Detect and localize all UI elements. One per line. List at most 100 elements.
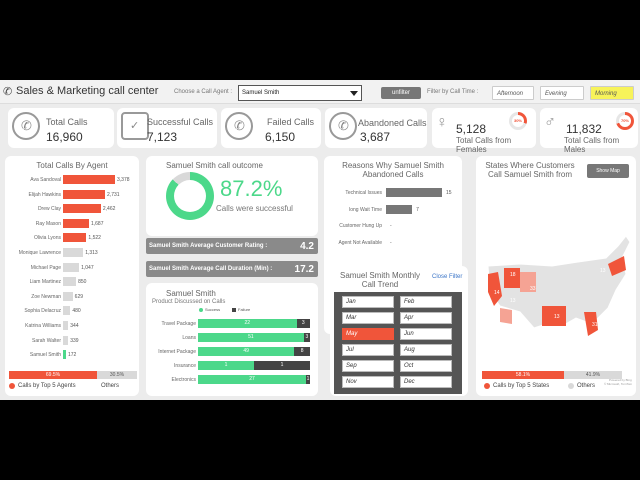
agent-value: 1,687 xyxy=(90,220,104,227)
time-option-evening[interactable]: Evening xyxy=(540,86,584,100)
kpi-female-calls: ♀ 5,128 Total Calls from Females 30% xyxy=(432,108,536,154)
agent-name: Sophia Delacruz xyxy=(24,308,61,315)
agent-value: 1,313 xyxy=(85,250,98,256)
rating-band: Samuel Smith Average Customer Rating : 4… xyxy=(146,238,318,254)
agent-bar[interactable] xyxy=(63,189,106,199)
legend-top-dot xyxy=(484,383,490,389)
agent-select[interactable]: Samuel Smith xyxy=(238,85,362,101)
reason-name: Customer Hung Up xyxy=(339,223,382,229)
product-failure-bar[interactable]: 3 xyxy=(296,319,310,328)
month-may-button[interactable]: May xyxy=(342,328,394,340)
product-success-bar[interactable]: 27 xyxy=(198,375,306,384)
reason-name: Technical Issues xyxy=(345,190,382,196)
show-map-button[interactable]: Show Map xyxy=(587,164,629,178)
month-aug-button[interactable]: Aug xyxy=(400,344,452,356)
month-dec-button[interactable]: Dec xyxy=(400,376,452,388)
outcome-title: Samuel Smith call outcome xyxy=(166,161,263,170)
phone-icon: ✆ xyxy=(12,112,40,140)
agent-value: 344 xyxy=(70,323,79,329)
product-success-bar[interactable]: 22 xyxy=(198,319,297,328)
products-subtitle: Product Discussed on Calls xyxy=(152,299,226,305)
product-name: Insurance xyxy=(174,363,196,369)
close-filter-link[interactable]: Close Filter xyxy=(432,274,463,280)
time-filter-label: Filter by Call Time : xyxy=(427,89,479,95)
month-oct-button[interactable]: Oct xyxy=(400,360,452,372)
phone-icon: ✆ xyxy=(225,112,253,140)
agent-bar[interactable] xyxy=(63,262,80,272)
legend-success: Success xyxy=(205,307,221,312)
month-jan-button[interactable]: Jan xyxy=(342,296,394,308)
product-failure-bar[interactable]: 1 xyxy=(306,375,310,384)
agent-name: Samuel Smith xyxy=(29,352,61,359)
month-jun-button[interactable]: Jun xyxy=(400,328,452,340)
agent-bar[interactable] xyxy=(63,306,71,316)
state-count-label: 14 xyxy=(494,290,500,296)
agent-bar[interactable] xyxy=(63,335,69,345)
month-apr-button[interactable]: Apr xyxy=(400,312,452,324)
state-count-label: 33 xyxy=(530,286,536,292)
chevron-down-icon[interactable] xyxy=(350,91,358,96)
agent-name: Monique Lawrence xyxy=(18,250,61,256)
time-option-afternoon[interactable]: Afternoon xyxy=(492,86,534,100)
agent-name: Katrina Williams xyxy=(25,323,61,329)
time-option-morning[interactable]: Morning xyxy=(590,86,634,100)
product-failure-bar[interactable]: 3 xyxy=(303,333,310,342)
agent-name: Ava Sandoval xyxy=(30,177,61,183)
states-title: States Where Customers Call Samuel Smith… xyxy=(485,161,575,179)
agent-value: 480 xyxy=(72,308,81,315)
kpi-value: 6,150 xyxy=(265,130,296,144)
state-highlight xyxy=(520,272,536,292)
agent-bar[interactable] xyxy=(63,248,84,257)
state-highlight xyxy=(488,272,502,306)
state-count-label: 13 xyxy=(600,268,606,274)
product-success-bar[interactable]: 1 xyxy=(198,361,254,370)
month-mar-button[interactable]: Mar xyxy=(342,312,394,324)
kpi-abandoned-calls: ✆ Abandoned Calls 3,687 xyxy=(325,108,427,148)
kpi-failed-calls: ✆ Failed Calls 6,150 xyxy=(221,108,321,148)
other-agents-share-bar: 30.5% xyxy=(97,371,137,379)
agent-bar[interactable] xyxy=(63,218,89,228)
month-feb-button[interactable]: Feb xyxy=(400,296,452,308)
outcome-donut xyxy=(166,172,214,220)
agent-name: Sarah Walter xyxy=(32,337,61,344)
month-slicer: Jan Feb Mar Apr May Jun Jul Aug Sep Oct Nov Dec xyxy=(334,292,462,394)
reason-bar[interactable] xyxy=(386,204,413,214)
agent-bar[interactable] xyxy=(63,277,77,287)
reason-bar[interactable] xyxy=(386,188,442,197)
agent-bar[interactable] xyxy=(63,204,101,214)
kpi-label: Total Calls from Males xyxy=(564,136,620,154)
donut-hole xyxy=(174,180,206,212)
female-share-pct: 30% xyxy=(512,115,524,127)
kpi-label: Total Calls from Females xyxy=(456,136,512,154)
product-failure-bar[interactable]: 8 xyxy=(294,347,310,356)
reason-name: Agent Not Available xyxy=(338,239,382,246)
agents-panel-title: Total Calls By Agent xyxy=(36,161,108,170)
phone-icon: ✆ xyxy=(3,86,13,98)
product-success-bar[interactable]: 49 xyxy=(198,347,295,356)
agent-bar[interactable] xyxy=(63,350,66,360)
kpi-value: 5,128 xyxy=(456,122,487,136)
product-failure-bar[interactable]: 1 xyxy=(254,361,310,370)
state-highlight xyxy=(584,312,598,336)
male-icon: ♂ xyxy=(544,114,556,131)
agent-bar[interactable] xyxy=(63,175,115,184)
agent-value: 3,378 xyxy=(117,177,130,183)
agent-value: 339 xyxy=(70,337,79,344)
product-name: Travel Package xyxy=(161,321,196,327)
kpi-value: 11,832 xyxy=(566,122,602,136)
month-nov-button[interactable]: Nov xyxy=(342,376,394,388)
monthly-title: Samuel Smith Monthly Call Trend xyxy=(339,271,421,289)
unfilter-button[interactable]: unfilter xyxy=(381,87,421,99)
agent-bar[interactable] xyxy=(63,321,69,330)
agent-bar[interactable] xyxy=(63,291,73,301)
kpi-successful-calls: ✓ Successful Calls 7,123 xyxy=(117,108,217,148)
month-sep-button[interactable]: Sep xyxy=(342,360,394,372)
duration-label: Samuel Smith Average Call Duration (Min)… xyxy=(149,266,273,272)
month-jul-button[interactable]: Jul xyxy=(342,344,394,356)
state-highlight xyxy=(504,268,520,288)
rating-label: Samuel Smith Average Customer Rating : xyxy=(149,243,268,249)
female-share-donut: 30% xyxy=(509,112,527,130)
state-highlight xyxy=(542,306,566,326)
product-success-bar[interactable]: 51 xyxy=(198,333,304,342)
agent-bar[interactable] xyxy=(63,233,87,243)
